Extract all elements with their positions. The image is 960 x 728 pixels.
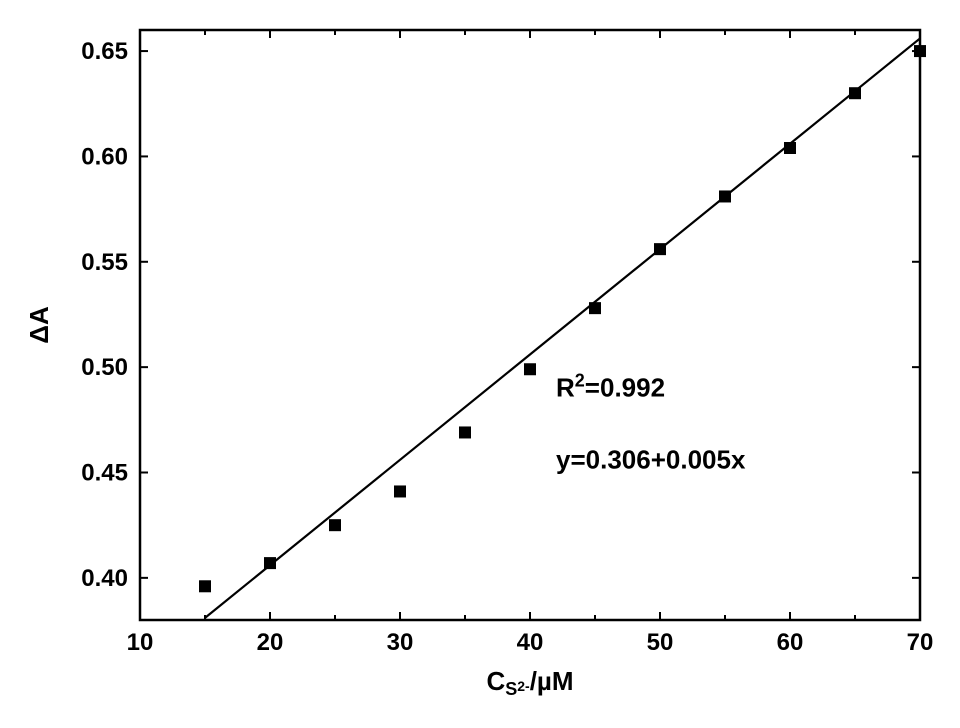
scatter-chart: 10 20 30 40 50 60 70 0.40 0.45 0.50 0.55 0.60 0.65 ΔA… [0,0,960,728]
y-tick-label: 0.50 [81,354,128,381]
data-point [914,45,926,57]
x-tick-label: 40 [517,629,544,656]
y-tick-label: 0.45 [81,460,128,487]
equation-annotation: y=0.306+0.005x [556,444,746,474]
data-point [719,190,731,202]
data-point [524,363,536,375]
x-tick-label: 30 [387,629,414,656]
data-point [329,519,341,531]
data-point [784,142,796,154]
data-point [199,580,211,592]
y-tick-label: 0.55 [81,249,128,276]
regression-line [205,38,920,617]
data-point [394,485,406,497]
data-point [459,426,471,438]
data-point [654,243,666,255]
y-tick-label: 0.60 [81,143,128,170]
y-tick-label: 0.65 [81,38,128,65]
x-axis-label: CS2-/µM [486,666,573,699]
x-tick-label: 50 [647,629,674,656]
data-point [589,302,601,314]
x-tick-label: 60 [777,629,804,656]
x-tick-label: 70 [907,629,934,656]
y-axis-label: ΔA [24,306,54,344]
data-point [849,87,861,99]
data-point [264,557,276,569]
x-tick-label: 20 [257,629,284,656]
plot-border [140,30,920,620]
r-squared-annotation: R2=0.992 [556,371,665,403]
y-tick-label: 0.40 [81,565,128,592]
chart-container: 10 20 30 40 50 60 70 0.40 0.45 0.50 0.55 0.60 0.65 ΔA… [0,0,960,728]
x-tick-label: 10 [127,629,154,656]
